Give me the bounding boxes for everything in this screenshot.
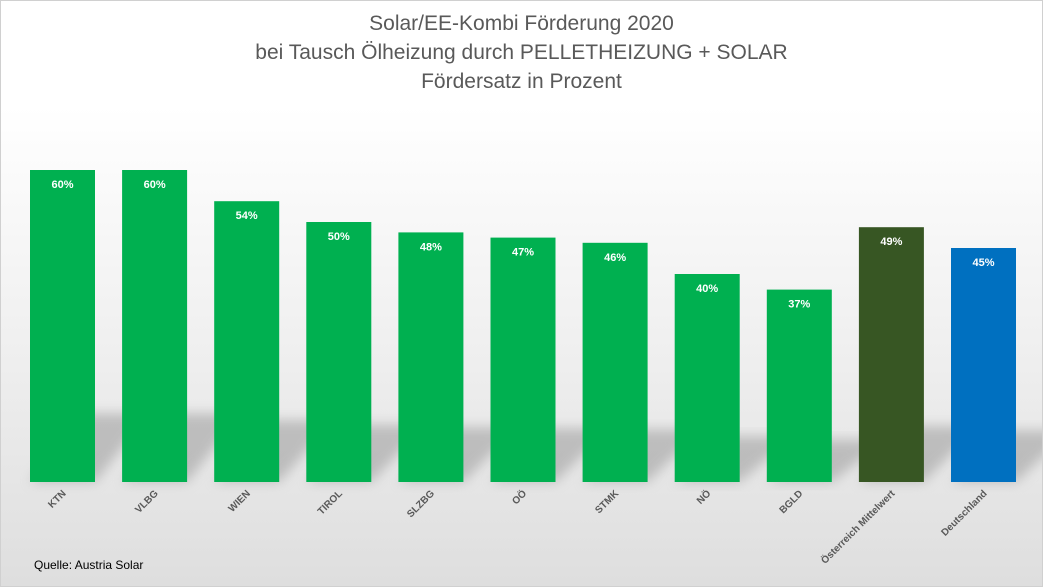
chart-subtitle-2: Fördersatz in Prozent [421, 70, 622, 93]
bars-group [30, 170, 1016, 482]
bar-deutschland [951, 248, 1016, 482]
value-label: 49% [880, 236, 902, 248]
category-label: SLZBG [405, 488, 437, 520]
chart-title: Solar/EE-Kombi Förderung 2020 [369, 12, 674, 35]
category-label: STMK [593, 488, 621, 516]
bar-ktn [30, 170, 95, 482]
value-label: 60% [144, 179, 166, 191]
category-label: OÖ [509, 487, 529, 507]
bar-wien [214, 201, 280, 482]
value-label: 54% [236, 210, 258, 222]
bar-vlbg [122, 170, 188, 482]
chart-subtitle: bei Tausch Ölheizung durch PELLETHEIZUNG… [255, 41, 788, 64]
value-label: 60% [51, 179, 73, 191]
value-label: 37% [788, 299, 810, 311]
category-label: TIROL [316, 488, 345, 517]
bar-bgld [766, 289, 832, 482]
value-label: 40% [696, 283, 718, 295]
category-label: WIEN [227, 488, 253, 514]
chart-titles: Solar/EE-Kombi Förderung 2020 bei Tausch… [1, 9, 1042, 96]
category-labels-group: KTN VLBG WIEN TIROL SLZBG OÖ STMK NÖ BGLD Österre… [46, 486, 989, 566]
value-label: 48% [420, 241, 442, 253]
value-label: 50% [328, 231, 350, 243]
bar-stmk [582, 242, 648, 482]
bar-oö [490, 237, 556, 482]
value-label: 45% [972, 257, 994, 269]
category-label: Deutschland [939, 488, 989, 538]
category-label: Österreich Mittelwert [818, 486, 898, 566]
category-label: KTN [46, 488, 68, 510]
bar-österreich-mittelwert [858, 227, 924, 482]
value-label: 47% [512, 247, 534, 259]
value-label: 46% [604, 252, 626, 264]
category-label: NÖ [694, 487, 714, 507]
category-label: VLBG [133, 488, 161, 516]
value-labels-group: 60% 60% 54% 50% 48% 47% 46% 40% 37% 49% 45% [51, 179, 994, 311]
bar-tirol [306, 222, 372, 482]
category-label: BGLD [778, 488, 806, 516]
source-note: Quelle: Austria Solar [34, 558, 144, 572]
bar-nö [674, 274, 740, 482]
bar-slzbg [398, 232, 464, 482]
